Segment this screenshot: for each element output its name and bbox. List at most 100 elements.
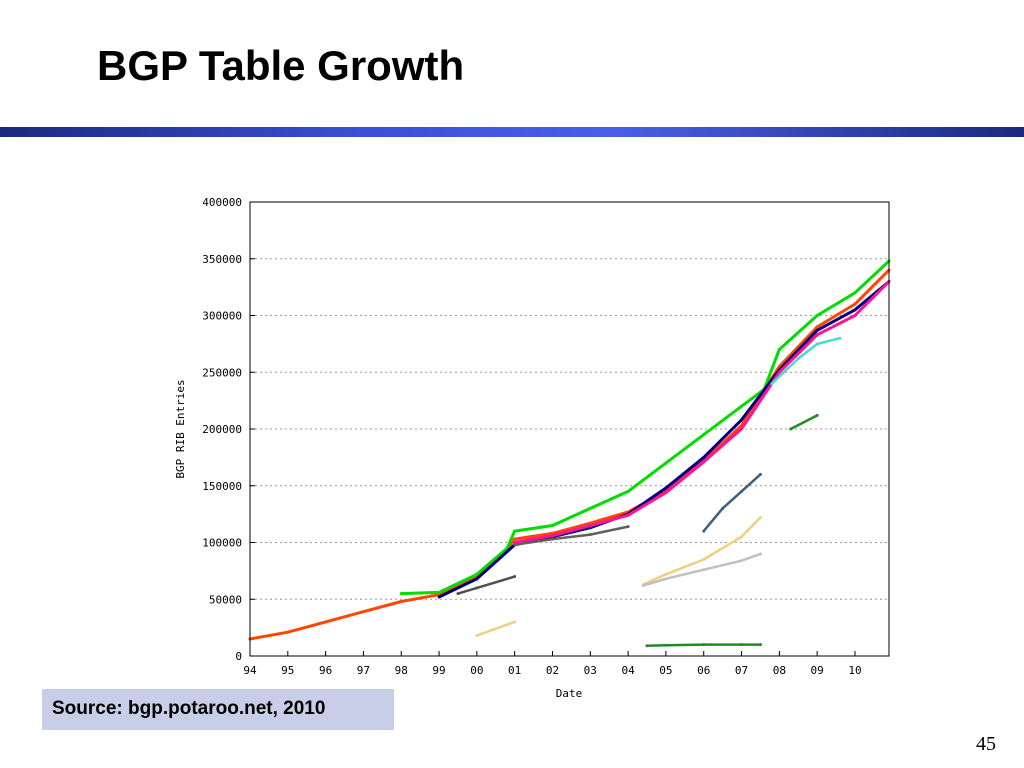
data-point — [513, 541, 517, 544]
series-line — [401, 259, 891, 596]
data-point — [758, 552, 762, 556]
data-point — [641, 584, 645, 588]
data-point — [645, 644, 649, 648]
data-point — [740, 643, 744, 647]
x-tick-label: 10 — [848, 664, 861, 677]
data-point — [796, 357, 800, 361]
series-12 — [513, 525, 630, 547]
data-point — [475, 577, 479, 581]
y-tick-label: 100000 — [202, 537, 242, 550]
data-point — [324, 620, 328, 624]
data-point — [702, 529, 706, 533]
data-point — [588, 533, 592, 537]
data-point — [815, 333, 819, 337]
y-tick-label: 50000 — [209, 593, 242, 606]
data-point — [815, 342, 819, 346]
page-number: 45 — [976, 733, 996, 755]
data-point — [513, 620, 517, 624]
x-tick-labels: 94 95 96 97 98 99 00 01 02 03 04 05 06 07 08 09 10 — [243, 651, 862, 677]
data-point — [740, 489, 744, 493]
x-tick-label: 01 — [508, 664, 521, 677]
data-point — [702, 460, 706, 464]
series-3 — [513, 279, 891, 544]
series-line — [476, 620, 516, 637]
series-7 — [641, 552, 762, 588]
data-point — [361, 610, 365, 614]
data-point — [853, 291, 857, 295]
data-point — [740, 418, 744, 422]
data-point — [664, 491, 668, 495]
data-point — [513, 543, 517, 547]
series-1 — [399, 259, 891, 596]
data-point — [399, 592, 403, 596]
title-divider — [0, 127, 1024, 137]
series-line — [642, 516, 762, 586]
x-tick-label: 94 — [243, 664, 257, 677]
data-point — [513, 575, 517, 579]
data-point — [664, 461, 668, 465]
y-tick-label: 300000 — [202, 310, 242, 323]
data-point — [702, 558, 706, 562]
data-point — [789, 427, 793, 431]
data-point — [588, 506, 592, 510]
data-point — [664, 577, 668, 581]
data-point — [513, 537, 517, 541]
x-tick-label: 97 — [357, 664, 370, 677]
data-point — [838, 336, 842, 340]
data-point — [815, 413, 819, 417]
x-tick-label: 96 — [319, 664, 332, 677]
data-point — [475, 572, 479, 576]
data-point — [286, 630, 290, 634]
x-tick-label: 06 — [697, 664, 710, 677]
y-tick-label: 250000 — [202, 366, 242, 379]
data-point — [475, 634, 479, 638]
series-line — [770, 336, 841, 385]
y-tick-label: 400000 — [202, 196, 242, 209]
series-line — [790, 414, 818, 431]
series-line — [514, 525, 629, 547]
data-point — [770, 382, 774, 386]
x-tick-label: 08 — [773, 664, 786, 677]
series-11 — [456, 575, 517, 596]
series-0 — [248, 268, 891, 641]
x-tick-label: 03 — [584, 664, 597, 677]
x-tick-label: 99 — [432, 664, 445, 677]
data-point — [853, 308, 857, 312]
x-tick-label: 98 — [395, 664, 408, 677]
data-point — [777, 348, 781, 352]
data-point — [550, 534, 554, 538]
y-tick-label: 150000 — [202, 480, 242, 493]
data-point — [758, 516, 762, 520]
data-point — [815, 325, 819, 329]
series-line — [642, 552, 761, 587]
data-point — [399, 600, 403, 604]
series-10 — [789, 413, 819, 431]
data-point — [550, 537, 554, 541]
data-point — [505, 546, 509, 550]
data-point — [702, 643, 706, 647]
x-tick-label: 09 — [811, 664, 824, 677]
data-point — [702, 433, 706, 437]
x-tick-label: 00 — [470, 664, 483, 677]
data-point — [740, 404, 744, 408]
data-point — [702, 455, 706, 459]
series-line — [249, 269, 891, 641]
data-point — [437, 595, 441, 599]
data-point — [475, 586, 479, 590]
data-point — [758, 472, 762, 476]
grid-lines — [250, 258, 889, 600]
x-tick-label: 04 — [621, 664, 635, 677]
source-caption: Source: bgp.potaroo.net, 2010 — [42, 689, 394, 730]
data-point — [626, 525, 630, 529]
data-point — [456, 592, 460, 596]
data-point — [664, 572, 668, 576]
x-tick-label: 05 — [659, 664, 672, 677]
x-tick-label: 07 — [735, 664, 748, 677]
data-point — [758, 643, 762, 647]
y-tick-label: 200000 — [202, 423, 242, 436]
y-tick-labels: 0 50000 100000 150000 200000 250000 300000 3500… — [202, 196, 255, 663]
y-tick-label: 350000 — [202, 253, 242, 266]
data-point — [702, 568, 706, 572]
data-point — [664, 486, 668, 490]
data-point — [777, 370, 781, 374]
